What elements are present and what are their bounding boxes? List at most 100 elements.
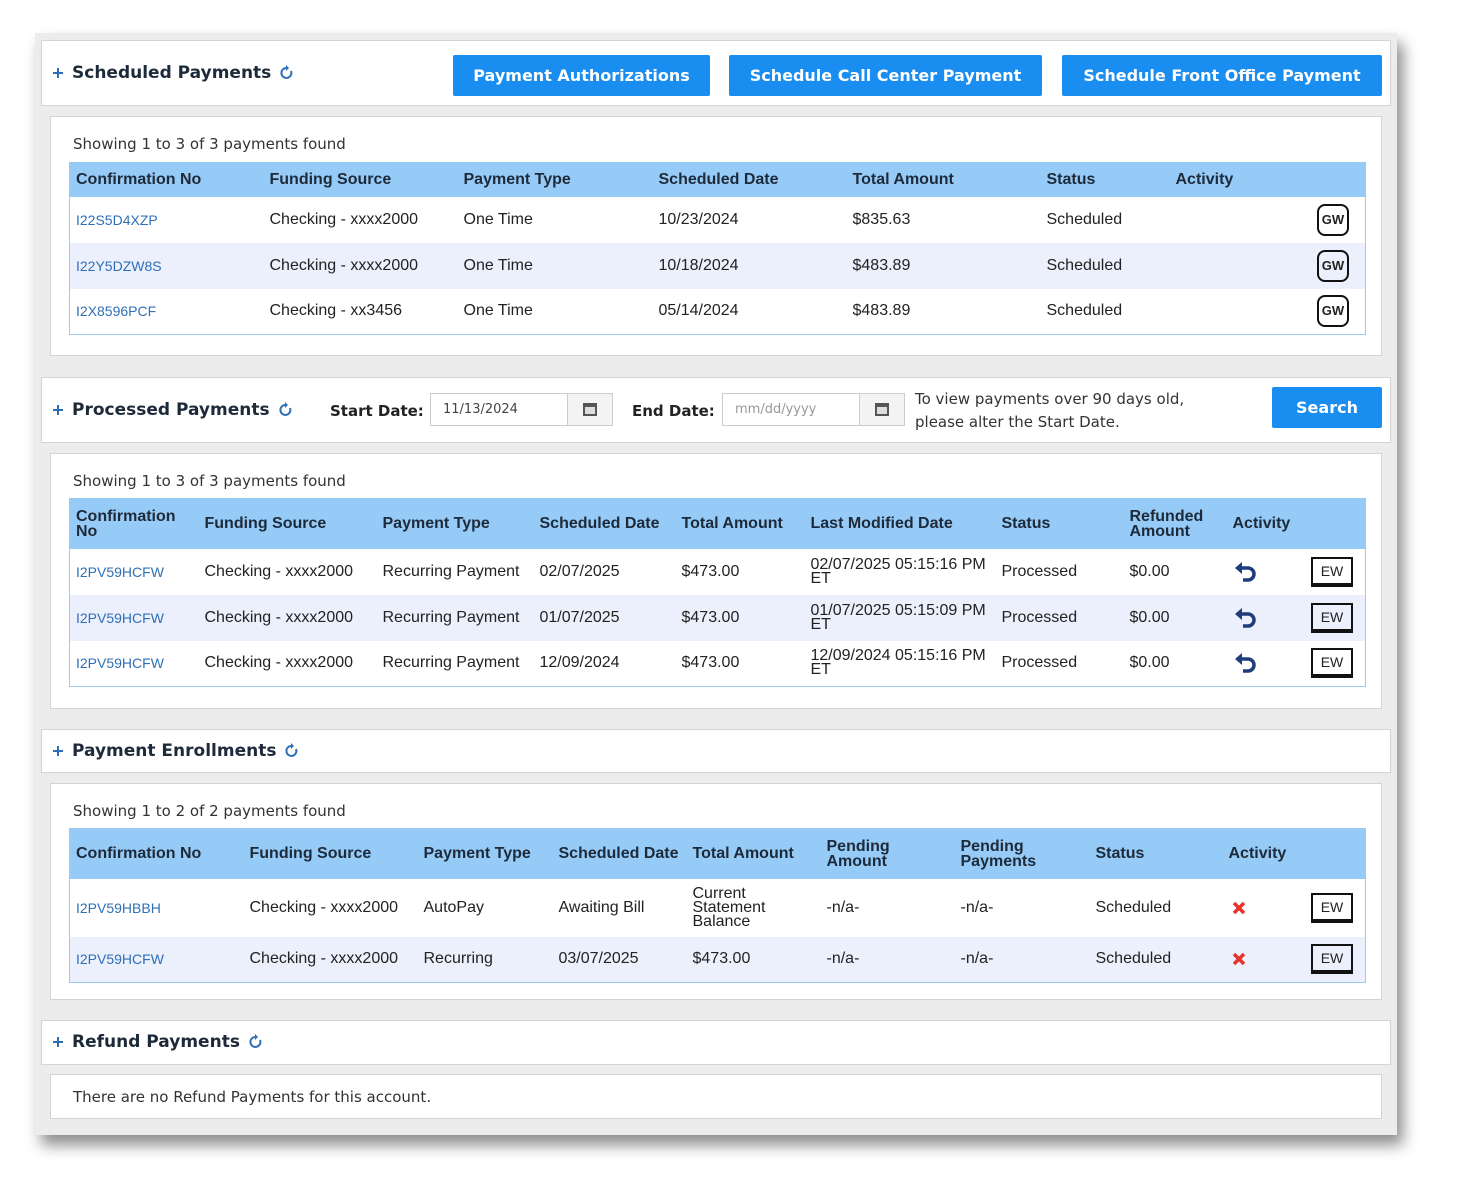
ew-button[interactable]: EW xyxy=(1311,944,1353,975)
undo-icon[interactable] xyxy=(1233,606,1257,630)
cell: $483.89 xyxy=(846,242,1041,289)
column-header: Payment Type xyxy=(457,162,653,197)
column-header: Pending Amount xyxy=(820,828,955,879)
undo-icon[interactable] xyxy=(1233,651,1257,675)
cell: $0.00 xyxy=(1129,562,1170,580)
confirmation-link[interactable]: I2PV59HBBH xyxy=(76,899,161,916)
cell: Current Statement Balance xyxy=(692,884,766,930)
cell: 03/07/2025 xyxy=(552,936,687,983)
data-table: Confirmation No Funding Source Payment Typ… xyxy=(69,498,1366,687)
cell: $0.00 xyxy=(1123,594,1227,641)
ew-button[interactable]: EW xyxy=(1311,892,1353,923)
data-table: Confirmation No Funding Source Payment Typ… xyxy=(69,162,1366,335)
ew-button[interactable]: EW xyxy=(1311,648,1353,679)
section-title: Payment Enrollments xyxy=(52,741,300,761)
button[interactable]: Schedule Front Office Payment xyxy=(1062,55,1382,96)
column-header: Activity xyxy=(1222,828,1366,879)
cell: AutoPay xyxy=(423,898,484,916)
column-header: Payment Type xyxy=(376,498,534,549)
refresh-icon[interactable] xyxy=(278,402,294,418)
confirmation-link[interactable]: I2PV59HCFW xyxy=(76,563,164,580)
delete-icon[interactable] xyxy=(1229,896,1253,920)
delete-icon[interactable] xyxy=(1229,947,1253,971)
activity-cell: EW xyxy=(1227,641,1366,687)
cell: One Time xyxy=(457,242,653,289)
ew-button[interactable]: EW xyxy=(1311,556,1353,587)
expand-icon[interactable] xyxy=(52,67,64,79)
end-date-input[interactable]: mm/dd/yyyy xyxy=(722,393,905,426)
column-header: Last Modified Date xyxy=(804,498,996,549)
cell: $473.00 xyxy=(686,936,821,983)
column-header: Total Amount xyxy=(675,498,805,549)
cell: Checking - xxxx2000 xyxy=(249,898,399,916)
header-row: Confirmation No Funding Source Payment Typ… xyxy=(69,828,1366,879)
start-date-input[interactable]: 11/13/2024 xyxy=(430,393,613,426)
cell: $473.00 xyxy=(681,562,740,580)
undo-icon[interactable] xyxy=(1233,560,1257,584)
refresh-icon[interactable] xyxy=(279,65,295,81)
cell: 05/14/2024 xyxy=(658,302,739,320)
search-button[interactable]: Search xyxy=(1272,387,1382,428)
cell: Processed xyxy=(1001,562,1078,580)
cell: Scheduled xyxy=(1040,242,1170,289)
expand-icon[interactable] xyxy=(52,1036,64,1048)
table-row: I2PV59HBBH Checking - xxxx2000 AutoPay Awai… xyxy=(70,879,1366,937)
activity: EW xyxy=(1233,556,1360,587)
confirmation-link[interactable]: I2PV59HCFW xyxy=(69,936,244,983)
column-header: Confirmation No xyxy=(69,162,264,197)
button[interactable]: Schedule Call Center Payment xyxy=(729,55,1042,96)
section-title: Scheduled Payments xyxy=(52,63,295,83)
title: Payment Enrollments xyxy=(72,741,277,761)
expand-icon[interactable] xyxy=(52,745,64,757)
confirmation-link[interactable]: I2X8596PCF xyxy=(76,303,157,320)
gw-button[interactable]: GW xyxy=(1317,203,1349,236)
column-header: Scheduled Date xyxy=(533,498,676,549)
table-row: I2PV59HCFW Checking - xxxx2000 Recurring P… xyxy=(70,641,1366,687)
refresh-icon[interactable] xyxy=(248,1034,264,1050)
scheduled-header: Scheduled Payments Payment Authorization… xyxy=(41,40,1391,106)
activity: GW xyxy=(1176,203,1360,236)
table-row: I2PV59HCFW Checking - xxxx2000 Recurring P… xyxy=(69,594,1366,641)
activity-cell: EW xyxy=(1226,594,1366,641)
cell: -n/a- xyxy=(954,936,1090,983)
cell: Scheduled xyxy=(1089,936,1223,983)
processed-header: Processed Payments Start Date: 11/13/202… xyxy=(41,377,1391,443)
cell: Checking - xxxx2000 xyxy=(198,594,377,641)
column-header: Funding Source xyxy=(198,498,377,549)
summary: Showing 1 to 3 of 3 payments found xyxy=(73,135,346,153)
activity: EW xyxy=(1233,602,1360,633)
ew-button[interactable]: EW xyxy=(1311,602,1353,633)
cell: Processed xyxy=(1001,654,1078,672)
cell: Scheduled xyxy=(1046,302,1123,320)
confirmation-link[interactable]: I2PV59HCFW xyxy=(69,594,199,641)
calendar-icon[interactable] xyxy=(567,394,612,425)
column-header: Activity xyxy=(1169,162,1366,197)
table-row: I22Y5DZW8S Checking - xxxx2000 One Time 10/… xyxy=(69,242,1366,289)
summary: Showing 1 to 3 of 3 payments found xyxy=(73,472,346,490)
column-header: Refunded Amount xyxy=(1123,498,1227,549)
column-header: Confirmation No xyxy=(69,828,244,879)
confirmation-link[interactable]: I2PV59HCFW xyxy=(76,655,164,672)
activity: EW xyxy=(1229,944,1360,975)
activity: GW xyxy=(1176,249,1360,282)
button[interactable]: Payment Authorizations xyxy=(453,55,710,96)
confirmation-link[interactable]: I22Y5DZW8S xyxy=(69,242,264,289)
cell: Checking - xx3456 xyxy=(269,302,403,320)
expand-icon[interactable] xyxy=(52,404,64,416)
gw-button[interactable]: GW xyxy=(1317,249,1349,282)
confirmation-link[interactable]: I22S5D4XZP xyxy=(76,211,158,228)
cell: 01/07/2025 xyxy=(533,594,676,641)
note: To view payments over 90 days old, pleas… xyxy=(915,388,1184,434)
summary: Showing 1 to 2 of 2 payments found xyxy=(73,802,346,820)
table-row: I2PV59HCFW Checking - xxxx2000 Recurring P… xyxy=(70,549,1366,595)
gw-button[interactable]: GW xyxy=(1317,295,1349,328)
table-row: I2PV59HCFW Checking - xxxx2000 Recurring 03… xyxy=(69,936,1366,983)
cell: Scheduled xyxy=(1046,210,1123,228)
column-header: Total Amount xyxy=(686,828,821,879)
calendar-icon[interactable] xyxy=(859,394,904,425)
refresh-icon[interactable] xyxy=(284,743,300,759)
cell: $0.00 xyxy=(1129,654,1170,672)
cell: One Time xyxy=(463,302,533,320)
title: Processed Payments xyxy=(72,400,270,420)
